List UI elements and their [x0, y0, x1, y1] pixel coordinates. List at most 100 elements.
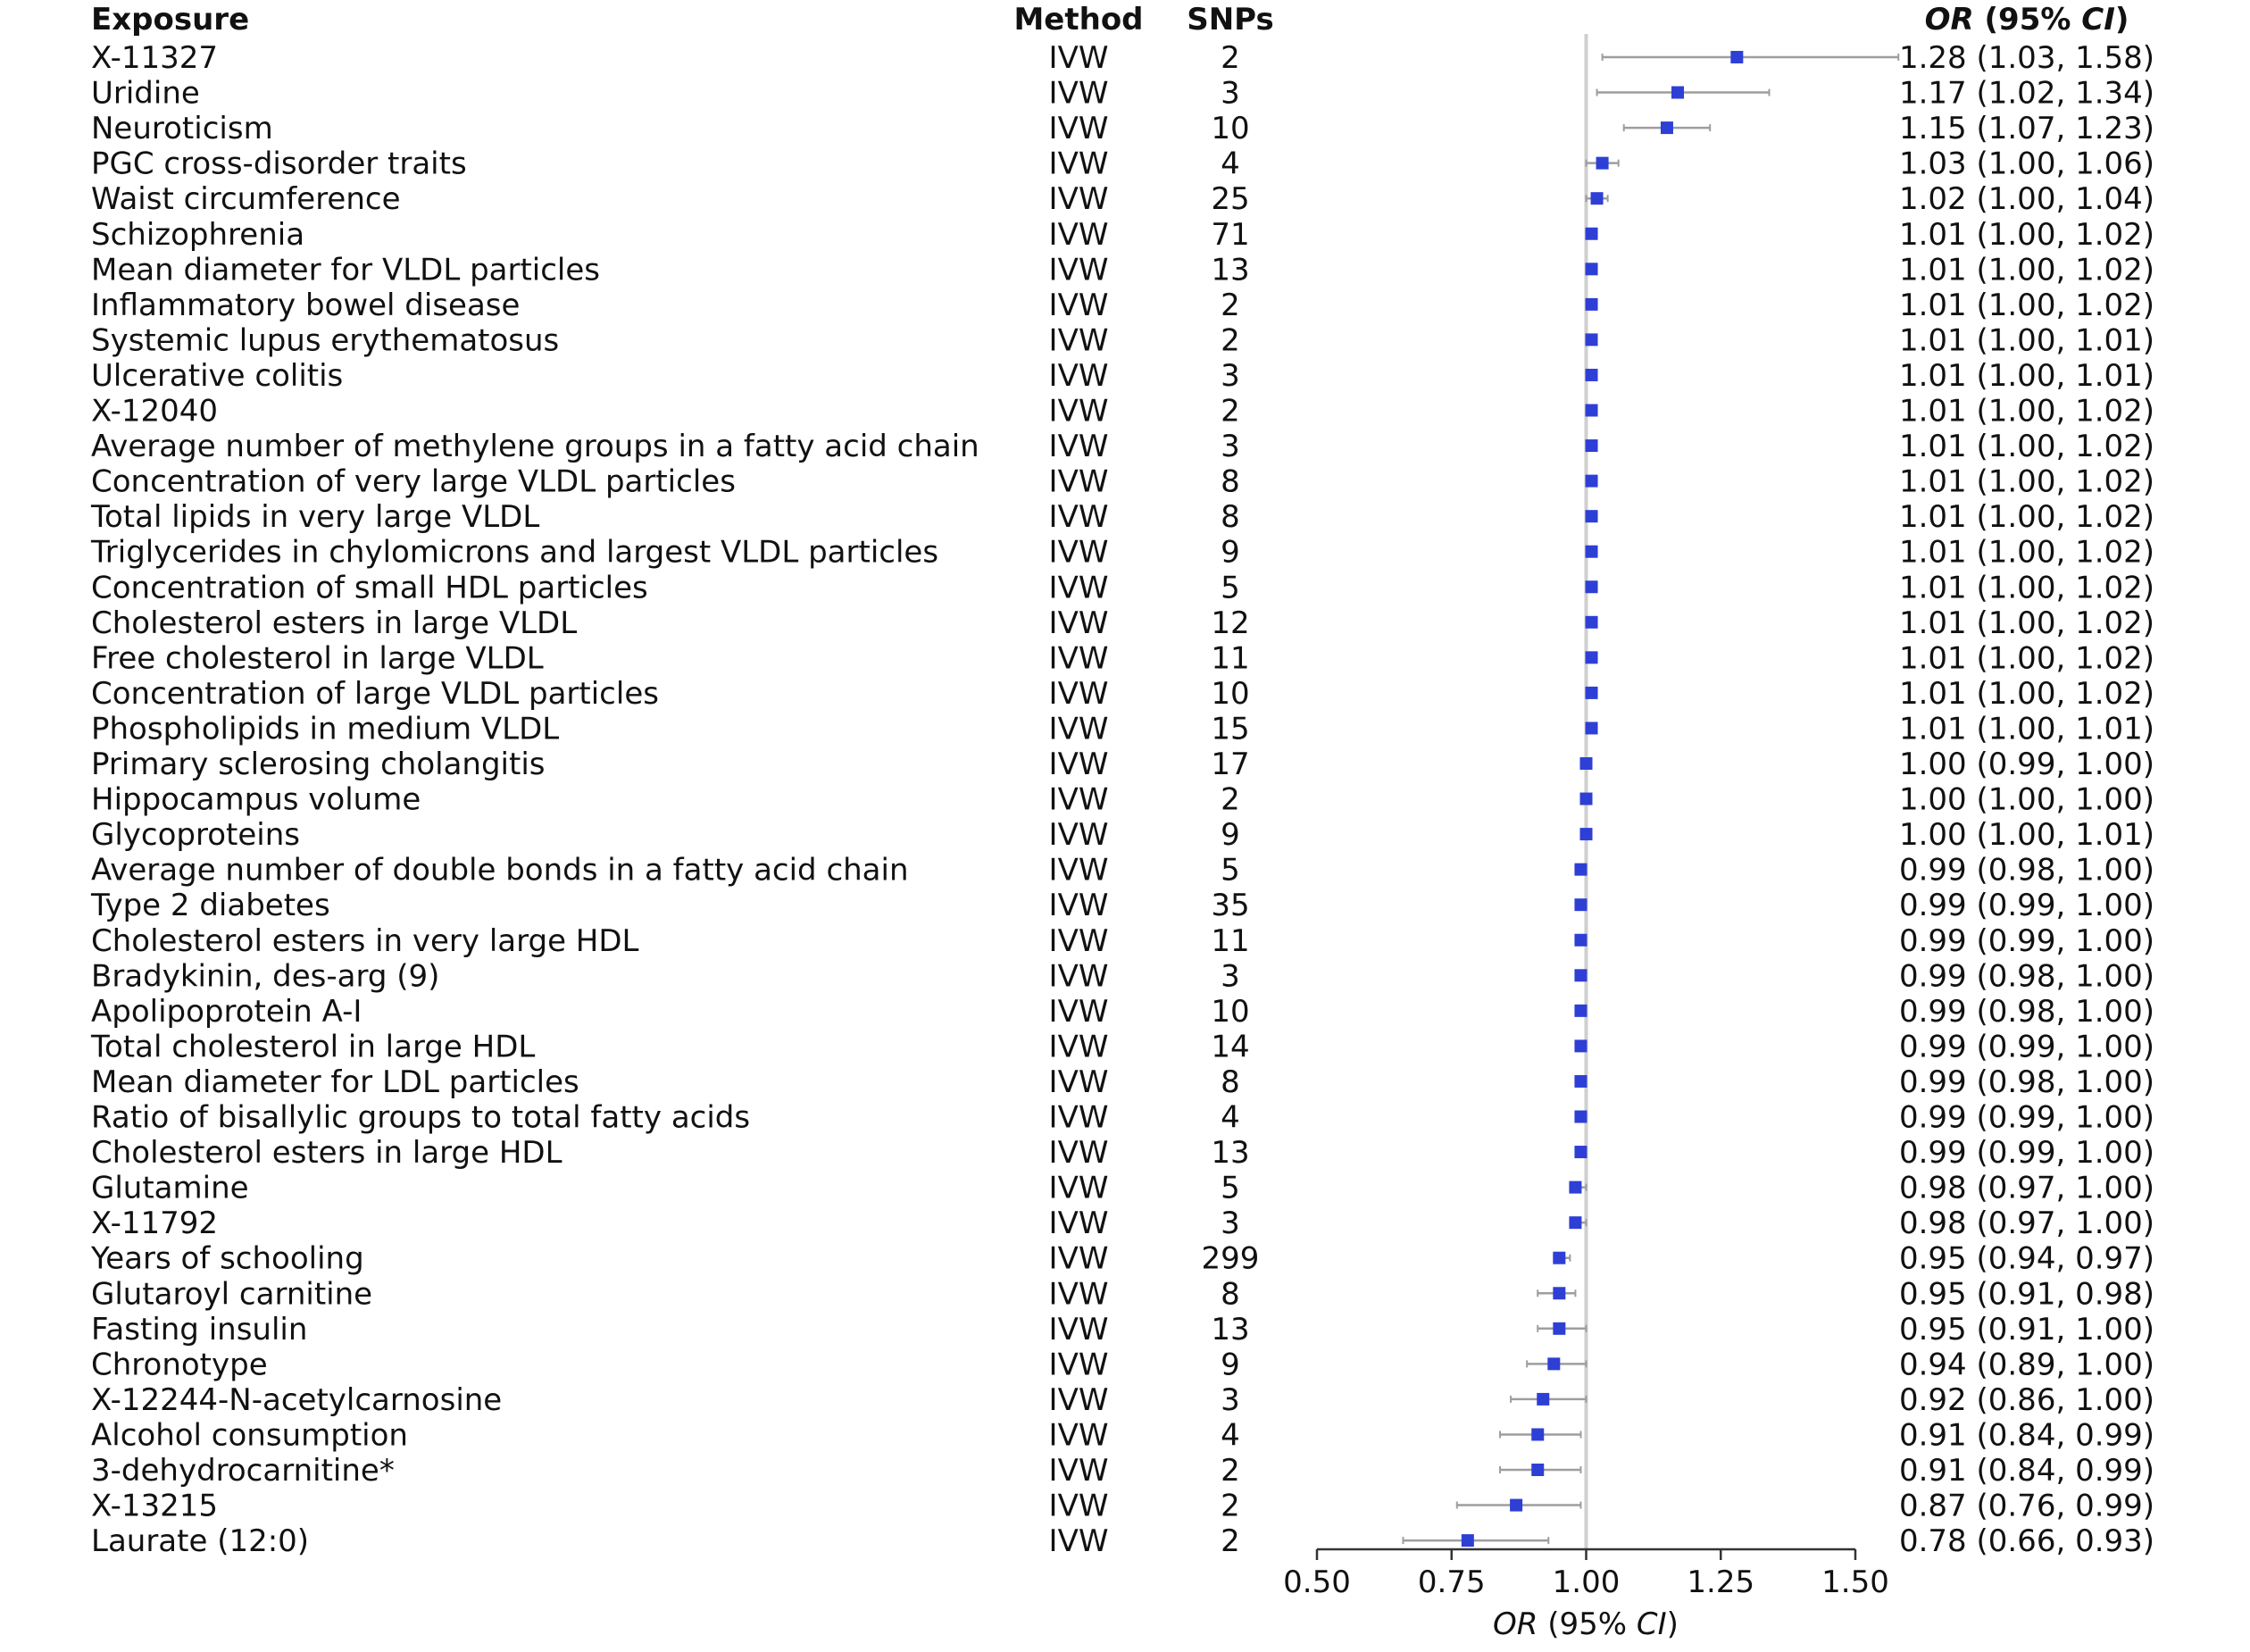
or-point-marker — [1531, 1464, 1545, 1476]
or-ci-value: 1.01 (1.00, 1.01) — [1899, 711, 2154, 747]
exposure-label: X-12040 — [91, 394, 218, 430]
forest-row: Glutaroyl carnitine IVW 8 0.95 (0.91, 0.98) — [91, 1276, 2154, 1312]
or-point-marker — [1531, 1428, 1545, 1441]
snps-count: 2 — [1221, 394, 1240, 430]
or-point-marker — [1585, 404, 1598, 417]
x-axis: 0.50 0.75 1.00 1.25 1.50 — [1283, 1548, 1889, 1600]
x-axis-label: OR (95% CI) — [1493, 1606, 1679, 1642]
forest-row: Laurate (12:0) IVW 2 0.78 (0.66, 0.93) — [91, 1523, 2154, 1559]
forest-row: Inflammatory bowel disease IVW 2 1.01 (1.00… — [91, 288, 2154, 323]
exposure-label: Bradykinin, des-arg (9) — [91, 958, 439, 994]
snps-count: 35 — [1211, 888, 1249, 923]
or-point-marker — [1585, 580, 1598, 594]
snps-count: 8 — [1221, 1064, 1240, 1100]
forest-row: Type 2 diabetes IVW 35 0.99 (0.99, 1.00) — [90, 888, 2154, 923]
or-point-marker — [1585, 263, 1598, 276]
method-label: IVW — [1049, 1171, 1109, 1206]
exposure-label: Fasting insulin — [91, 1312, 307, 1347]
exposure-label: Concentration of large VLDL particles — [91, 676, 659, 712]
or-ci-value: 0.95 (0.94, 0.97) — [1899, 1241, 2154, 1277]
x-tick-label: 1.25 — [1687, 1564, 1754, 1600]
snps-count: 10 — [1211, 111, 1249, 146]
or-point-marker — [1579, 792, 1593, 805]
snps-count: 3 — [1221, 358, 1240, 394]
snps-count: 10 — [1211, 994, 1249, 1030]
forest-row: Fasting insulin IVW 13 0.95 (0.91, 1.00) — [91, 1312, 2154, 1347]
or-ci-value: 1.00 (1.00, 1.01) — [1899, 817, 2154, 853]
forest-row: Glycoproteins IVW 9 1.00 (1.00, 1.01) — [91, 817, 2154, 853]
forest-row: Ulcerative colitis IVW 3 1.01 (1.00, 1.01) — [91, 358, 2154, 394]
header-exposure: Exposure — [91, 2, 249, 38]
forest-row: Triglycerides in chylomicrons and larges… — [90, 535, 2154, 571]
method-label: IVW — [1049, 1064, 1109, 1100]
method-label: IVW — [1049, 605, 1109, 641]
or-point-marker — [1574, 1146, 1588, 1159]
or-ci-value: 1.01 (1.00, 1.02) — [1899, 570, 2154, 605]
exposure-label: Type 2 diabetes — [90, 888, 330, 923]
exposure-label: X-12244-N-acetylcarnosine — [91, 1382, 502, 1418]
forest-row: Primary sclerosing cholangitis IVW 17 1.00 … — [91, 747, 2154, 782]
snps-count: 5 — [1221, 853, 1240, 889]
exposure-label: Cholesterol esters in large VLDL — [91, 605, 577, 641]
forest-row: Average number of methylene groups in a … — [91, 429, 2154, 464]
forest-row: Glutamine IVW 5 0.98 (0.97, 1.00) — [91, 1171, 2154, 1206]
exposure-label: Ulcerative colitis — [91, 358, 343, 394]
forest-row: X-11792 IVW 3 0.98 (0.97, 1.00) — [91, 1206, 2154, 1241]
exposure-label: Cholesterol esters in very large HDL — [91, 923, 639, 959]
or-point-marker — [1660, 121, 1673, 135]
forest-row: Mean diameter for VLDL particles IVW 13 1.0… — [91, 252, 2154, 288]
method-label: IVW — [1049, 782, 1109, 818]
or-point-marker — [1547, 1357, 1561, 1371]
exposure-label: Mean diameter for VLDL particles — [91, 252, 600, 288]
forest-row: PGC cross-disorder traits IVW 4 1.03 (1.00,… — [91, 146, 2154, 182]
or-point-marker — [1553, 1287, 1566, 1300]
method-label: IVW — [1049, 181, 1109, 217]
method-label: IVW — [1049, 1206, 1109, 1241]
exposure-label: Hippocampus volume — [91, 782, 421, 818]
forest-row: Hippocampus volume IVW 2 1.00 (1.00, 1.00) — [91, 782, 2154, 818]
snps-count: 11 — [1211, 923, 1249, 959]
exposure-label: Mean diameter for LDL particles — [91, 1064, 579, 1100]
x-tick-label: 1.50 — [1821, 1564, 1889, 1600]
exposure-label: Triglycerides in chylomicrons and larges… — [90, 535, 938, 571]
or-point-marker — [1461, 1534, 1474, 1548]
exposure-label: X-13215 — [91, 1489, 218, 1524]
forest-row: Average number of double bonds in a fatt… — [91, 853, 2154, 889]
exposure-label: Waist circumference — [91, 181, 401, 217]
or-ci-value: 1.00 (0.99, 1.00) — [1899, 747, 2154, 782]
exposure-label: Cholesterol esters in large HDL — [91, 1135, 562, 1171]
or-ci-value: 0.78 (0.66, 0.93) — [1899, 1523, 2154, 1559]
or-ci-value: 0.99 (0.99, 1.00) — [1899, 923, 2154, 959]
or-point-marker — [1510, 1498, 1523, 1512]
forest-row: Bradykinin, des-arg (9) IVW 3 0.99 (0.98, 1… — [91, 958, 2154, 994]
exposure-label: Average number of methylene groups in a … — [91, 429, 979, 464]
method-label: IVW — [1049, 1382, 1109, 1418]
method-label: IVW — [1049, 640, 1109, 676]
or-ci-value: 0.87 (0.76, 0.99) — [1899, 1489, 2154, 1524]
exposure-label: Total lipids in very large VLDL — [90, 499, 539, 535]
method-label: IVW — [1049, 1347, 1109, 1382]
forest-row: X-11327 IVW 2 1.28 (1.03, 1.58) — [91, 40, 2154, 76]
or-point-marker — [1569, 1181, 1582, 1194]
method-label: IVW — [1049, 358, 1109, 394]
or-ci-value: 0.92 (0.86, 1.00) — [1899, 1382, 2154, 1418]
forest-row: Concentration of large VLDL particles IVW… — [91, 676, 2154, 712]
exposure-label: Apolipoprotein A-I — [91, 994, 362, 1030]
method-label: IVW — [1049, 747, 1109, 782]
header-snps: SNPs — [1187, 2, 1274, 38]
or-ci-value: 1.01 (1.00, 1.02) — [1899, 217, 2154, 253]
method-label: IVW — [1049, 817, 1109, 853]
snps-count: 71 — [1211, 217, 1249, 253]
method-label: IVW — [1049, 1135, 1109, 1171]
snps-count: 2 — [1221, 322, 1240, 358]
exposure-label: Neuroticism — [91, 111, 273, 146]
x-tick-label: 0.75 — [1418, 1564, 1486, 1600]
snps-count: 4 — [1221, 1100, 1240, 1136]
snps-count: 9 — [1221, 535, 1240, 571]
method-label: IVW — [1049, 40, 1109, 76]
method-label: IVW — [1049, 1523, 1109, 1559]
snps-count: 14 — [1211, 1029, 1249, 1064]
snps-count: 2 — [1221, 288, 1240, 323]
or-point-marker — [1585, 227, 1598, 240]
exposure-label: Total cholesterol in large HDL — [90, 1029, 535, 1064]
